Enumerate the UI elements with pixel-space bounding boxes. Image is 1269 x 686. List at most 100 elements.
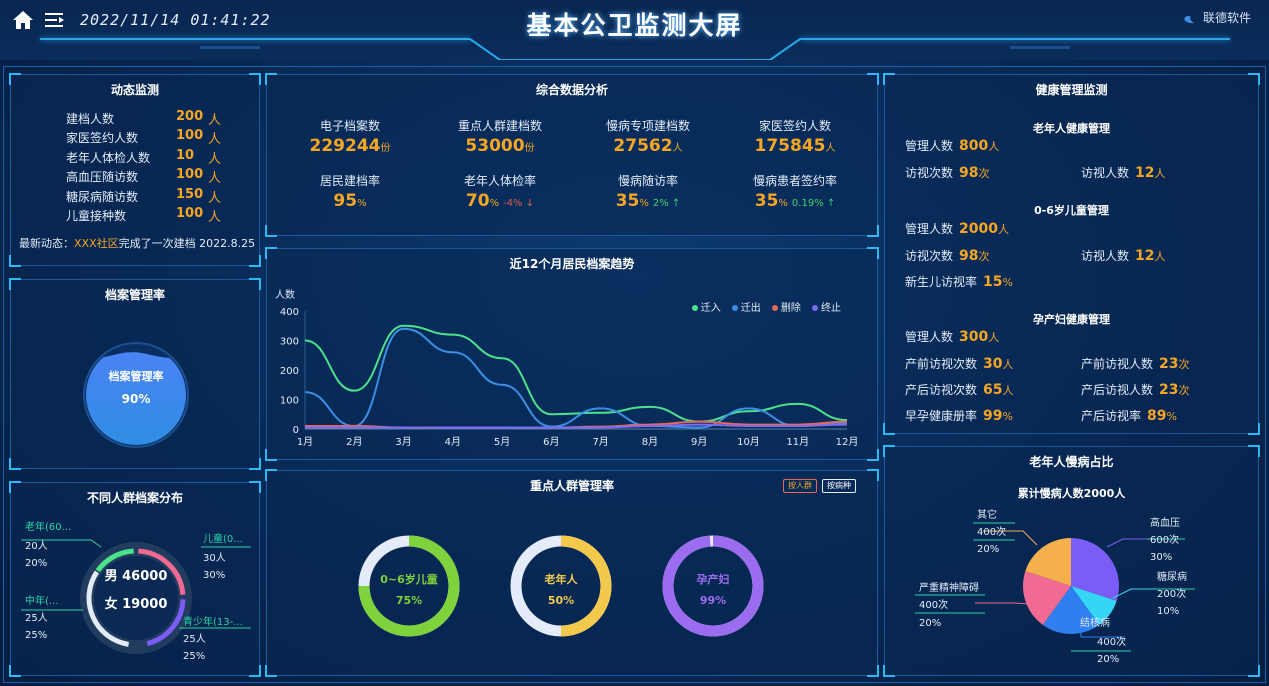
panel-title: 不同人群档案分布 xyxy=(86,491,183,505)
pie-label-pct: 20% xyxy=(1097,654,1119,665)
stat-label: 慢病随访率 xyxy=(617,174,678,188)
ring-label: 0~6岁儿童 xyxy=(380,572,438,586)
brand-name: 联德软件 xyxy=(1202,11,1251,25)
pie-slice-其它[interactable] xyxy=(1025,538,1071,586)
distribution-panel: 不同人群档案分布 男 46000 女 19000 老年(60... 20人 20… xyxy=(9,481,261,677)
female-count: 女 19000 xyxy=(105,596,168,612)
header-line-left xyxy=(40,38,470,40)
arc-youth xyxy=(146,599,186,647)
stat-item: 慢病患者签约率 35% 0.19% ↑ xyxy=(725,172,865,211)
ring-label: 老年人 xyxy=(544,572,579,586)
stat-label: 家医签约人数 xyxy=(758,119,831,133)
legend-label: 删除 xyxy=(780,303,801,314)
dm-value: 200 xyxy=(176,109,204,124)
menu-icon[interactable] xyxy=(44,11,66,29)
dynamic-monitor-panel: 动态监测 建档人数 200 人 家医签约人数 100 人 老年人体检人数 10 … xyxy=(9,73,261,267)
dist-label-pct: 30% xyxy=(203,570,225,581)
dist-label-name: 老年(60... xyxy=(25,520,71,533)
stat-value: 70 xyxy=(465,191,490,211)
health-panel: 健康管理监测 老年人健康管理 管理人数 800人 访视次数 98次 访视人数 12人 … xyxy=(883,73,1260,435)
dm-unit: 人 xyxy=(208,210,222,225)
pie-label-pct: 10% xyxy=(1157,606,1179,617)
ring-value: 50% xyxy=(548,594,574,607)
stat-value: 95 xyxy=(333,191,358,211)
x-tick-label: 6月 xyxy=(543,436,559,448)
prenatal-visits: 产前访视次数 30人 xyxy=(905,356,1014,372)
postnatal-visits: 产后访视次数 65人 xyxy=(905,382,1014,398)
pie-slice-严重精神障碍[interactable] xyxy=(1023,571,1071,625)
child-visit-people: 访视人数 12人 xyxy=(1081,248,1166,264)
pie-label-count: 200次 xyxy=(1157,587,1186,600)
header-decoration xyxy=(200,38,1070,60)
pie-slice-糖尿病[interactable] xyxy=(1071,586,1117,625)
pie-slice-高血压[interactable] xyxy=(1071,538,1119,601)
home-icon[interactable] xyxy=(12,10,34,30)
pie-label-pct: 20% xyxy=(919,618,941,629)
elder-section-title: 老年人健康管理 xyxy=(1033,122,1110,135)
latest-text: 完成了一次建档 2022.8.25 xyxy=(118,237,256,250)
by-disease-button[interactable]: 按病种 xyxy=(822,479,856,493)
y-tick-label: 300 xyxy=(280,337,299,348)
latest-activity: 最新动态：XXX社区完成了一次建档 2022.8.25 xyxy=(19,235,255,251)
stat-item: 慢病专项建档数 27562人 xyxy=(578,117,718,156)
pie-label-name: 结核病 xyxy=(1080,616,1110,629)
child-visits: 访视次数 98次 xyxy=(905,248,990,264)
header-line-right xyxy=(800,38,1230,40)
legend-item[interactable]: 迁入 xyxy=(691,303,721,314)
dm-unit: 人 xyxy=(208,171,222,186)
dm-value: 150 xyxy=(176,187,204,202)
ring-maternal xyxy=(662,535,764,637)
stat-item: 老年人体检率 70% -4% ↓ xyxy=(430,172,570,211)
dist-label-count: 25人 xyxy=(25,612,48,624)
panel-title: 老年人慢病占比 xyxy=(1029,455,1114,469)
pie-slice-结核病[interactable] xyxy=(1042,586,1100,634)
trend-chart: 人数 0 100 200 300 400 1月 2月 3月 4月 5月 6月 7月 8月 9月 10月 11月… xyxy=(275,288,859,448)
archive-fill xyxy=(86,352,186,445)
pie-label-pct: 30% xyxy=(1150,552,1172,563)
child-section-title: 0-6岁儿童管理 xyxy=(1034,204,1109,217)
y-axis-label: 人数 xyxy=(275,288,295,301)
dist-label-pct: 20% xyxy=(25,558,47,569)
pie-label-count: 600次 xyxy=(1150,533,1179,546)
stat-unit: 份 xyxy=(524,143,535,154)
stat-unit: % xyxy=(639,198,649,209)
outer-frame xyxy=(3,66,1266,683)
pie-label-name: 高血压 xyxy=(1150,516,1180,529)
stat-label: 慢病专项建档数 xyxy=(605,119,690,133)
keygroup-rings: 0~6岁儿童 75% 老年人 50% 孕产妇 99% xyxy=(358,535,764,637)
postnatal-visit-people: 产后访视人数 23次 xyxy=(1081,382,1190,398)
legend-item[interactable]: 迁出 xyxy=(731,303,761,314)
panel-title: 重点人群管理率 xyxy=(529,479,614,493)
by-group-button[interactable]: 按人群 xyxy=(783,479,817,493)
early-pregnancy-rate: 早孕健康册率 99% xyxy=(905,408,1013,424)
stat-change: 2% ↑ xyxy=(652,198,681,209)
dist-label-count: 25人 xyxy=(183,633,206,645)
x-tick-label: 12月 xyxy=(836,436,859,448)
stat-label: 老年人体检率 xyxy=(463,174,536,188)
dm-label: 建档人数 xyxy=(66,112,115,126)
stat-unit: % xyxy=(357,198,367,209)
series-line-迁入 xyxy=(304,324,848,423)
dm-label: 家医签约人数 xyxy=(66,131,139,145)
x-tick-label: 10月 xyxy=(737,436,760,448)
brand[interactable]: 联德软件 xyxy=(1183,9,1251,26)
dist-label-name: 中年(... xyxy=(25,594,58,607)
panel-title: 近12个月居民档案趋势 xyxy=(509,257,635,271)
chronic-pie: 高血压 600次 30% 糖尿病 200次 10% 结核病 400次 20% 严… xyxy=(915,508,1195,665)
chronic-total: 累计慢病人数2000人 xyxy=(1017,487,1126,500)
stat-change: 0.19% ↑ xyxy=(791,198,836,209)
y-tick-label: 400 xyxy=(280,307,299,318)
stat-item: 重点人群建档数 53000份 xyxy=(430,117,570,156)
maternal-manage: 管理人数 300人 xyxy=(905,329,1000,345)
stat-value: 175845 xyxy=(754,136,826,156)
archive-value: 90% xyxy=(122,392,151,406)
dist-label-name: 儿童(0... xyxy=(203,532,243,545)
stat-unit: 人 xyxy=(672,143,683,154)
legend-item[interactable]: 终止 xyxy=(812,303,841,314)
arc-middle xyxy=(86,570,130,647)
legend-item[interactable]: 删除 xyxy=(771,303,801,314)
pie-label-name: 其它 xyxy=(977,508,997,521)
latest-place[interactable]: XXX社区 xyxy=(74,237,119,250)
panel-title: 综合数据分析 xyxy=(535,83,608,97)
ring-label: 孕产妇 xyxy=(697,572,730,586)
